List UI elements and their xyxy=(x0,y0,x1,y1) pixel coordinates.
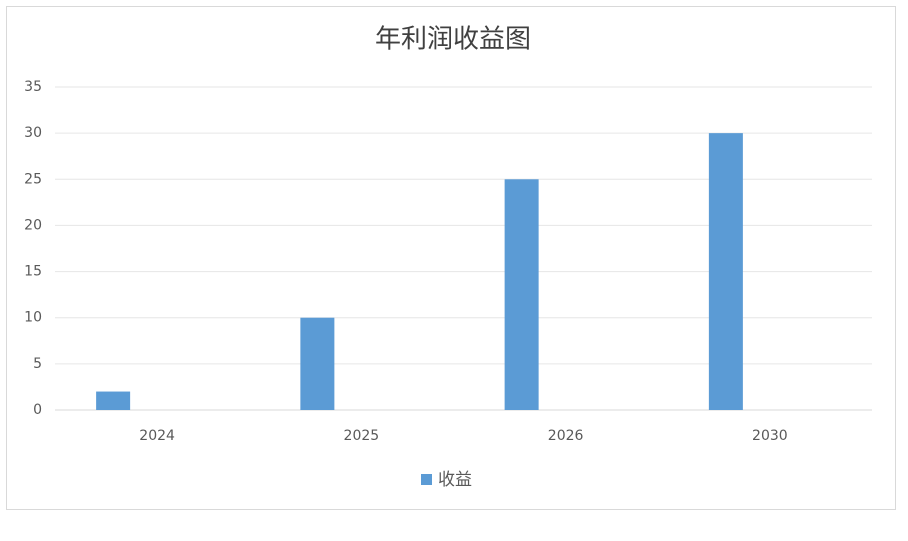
y-tick-label: 30 xyxy=(24,125,42,141)
y-tick-label: 15 xyxy=(24,264,42,280)
bar xyxy=(504,179,539,410)
y-tick-label: 0 xyxy=(33,402,42,418)
y-tick-label: 20 xyxy=(24,217,42,233)
x-tick-label: 2025 xyxy=(344,428,380,444)
legend-label: 收益 xyxy=(438,470,472,490)
chart-border xyxy=(6,6,896,510)
x-tick-label: 2026 xyxy=(548,428,584,444)
chart-title: 年利润收益图 xyxy=(375,25,531,55)
bar xyxy=(96,391,131,410)
y-tick-label: 10 xyxy=(24,310,42,326)
y-tick-label: 25 xyxy=(24,171,42,187)
y-tick-label: 35 xyxy=(24,79,42,95)
y-tick-label: 5 xyxy=(33,356,42,372)
bar xyxy=(300,317,335,410)
x-tick-label: 2024 xyxy=(139,428,175,444)
bar xyxy=(708,133,743,410)
legend-swatch xyxy=(421,474,432,485)
x-tick-label: 2030 xyxy=(752,428,788,444)
